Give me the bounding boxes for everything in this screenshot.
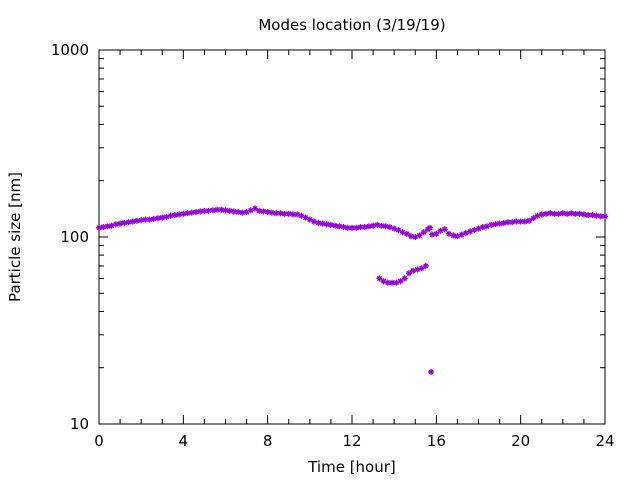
data-point	[252, 205, 259, 212]
data-point	[488, 221, 495, 228]
data-point	[418, 265, 425, 272]
data-markers	[96, 205, 608, 375]
x-tick-label: 8	[263, 432, 273, 450]
data-point	[167, 212, 174, 219]
data-point	[357, 224, 364, 231]
data-point	[378, 222, 385, 229]
data-point	[146, 216, 153, 223]
chart-title: Modes location (3/19/19)	[258, 16, 445, 34]
y-tick-label: 10	[70, 415, 89, 433]
data-point	[285, 210, 292, 217]
data-point	[112, 221, 119, 228]
data-point	[500, 219, 507, 226]
data-point	[201, 207, 208, 214]
x-tick-label: 16	[427, 432, 446, 450]
data-point	[376, 275, 383, 282]
data-point	[602, 213, 608, 220]
plot-frame	[98, 49, 606, 425]
data-point	[176, 211, 183, 218]
data-point	[138, 217, 145, 224]
data-point	[405, 270, 412, 277]
data-point	[427, 224, 434, 231]
data-point	[188, 209, 195, 216]
x-tick-label: 12	[342, 432, 361, 450]
data-point	[226, 207, 233, 214]
data-point	[117, 220, 124, 227]
data-point	[534, 212, 541, 219]
data-point	[433, 230, 440, 237]
data-point	[365, 223, 372, 230]
data-point	[420, 229, 427, 236]
data-point	[332, 222, 339, 229]
data-point	[319, 220, 326, 227]
data-point	[353, 224, 360, 231]
data-point	[327, 221, 334, 228]
data-point	[374, 221, 381, 228]
data-point	[361, 224, 368, 231]
data-point	[125, 219, 132, 226]
x-tick-label: 4	[179, 432, 189, 450]
x-tick-labels: 0 4 8 12 16 20 24	[94, 432, 614, 450]
data-point	[530, 215, 537, 222]
data-point	[492, 221, 499, 228]
data-point	[479, 224, 486, 231]
y-tick-labels: 10 100 1000	[51, 41, 89, 433]
data-point	[370, 222, 377, 229]
data-point	[416, 232, 423, 239]
data-point	[585, 212, 592, 219]
plot-area-border	[98, 49, 606, 425]
data-point	[205, 207, 212, 214]
data-point	[395, 227, 402, 234]
data-point	[100, 224, 107, 231]
data-point	[422, 262, 429, 269]
data-point	[104, 223, 111, 230]
data-point	[340, 224, 347, 231]
data-point	[129, 218, 136, 225]
data-point	[197, 208, 204, 215]
data-point	[133, 217, 140, 224]
axis-ticks	[98, 49, 606, 425]
data-point	[496, 220, 503, 227]
x-tick-label: 20	[511, 432, 530, 450]
data-point	[323, 221, 330, 228]
data-point	[428, 368, 435, 375]
data-point	[121, 219, 128, 226]
data-point	[441, 226, 448, 233]
data-point	[315, 219, 322, 226]
data-point	[401, 275, 408, 282]
data-point	[526, 217, 533, 224]
data-point	[96, 224, 102, 231]
data-point	[349, 224, 355, 231]
data-point	[403, 230, 410, 237]
x-tick-label: 24	[595, 432, 614, 450]
data-point	[336, 223, 343, 230]
data-point	[397, 278, 404, 285]
data-point	[521, 218, 528, 225]
x-tick-label: 0	[94, 432, 104, 450]
data-point	[576, 210, 583, 217]
data-point	[382, 223, 389, 230]
data-point	[589, 212, 596, 219]
x-axis-label: Time [hour]	[307, 458, 396, 476]
y-axis-label: Particle size [nm]	[6, 172, 24, 302]
y-tick-label: 100	[60, 228, 89, 246]
data-point	[509, 219, 516, 226]
y-tick-label: 1000	[51, 41, 89, 59]
